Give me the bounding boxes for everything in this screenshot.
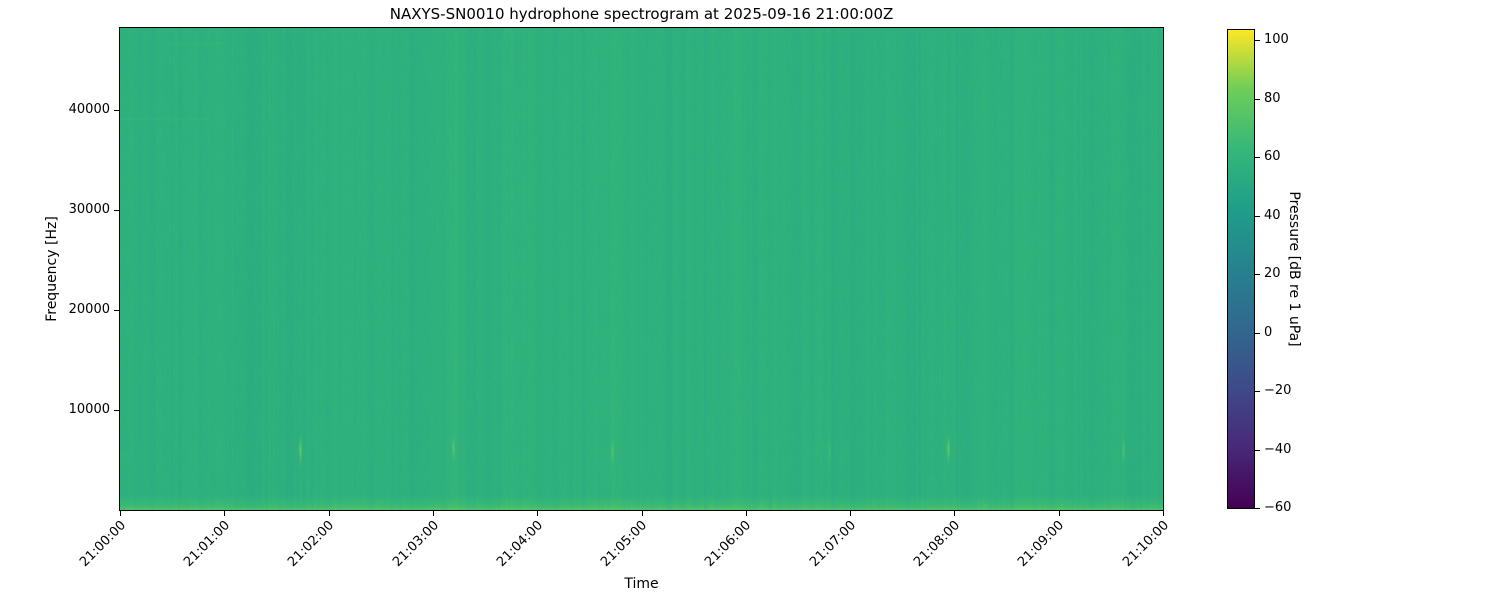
y-tick-mark <box>114 310 119 311</box>
colorbar-gradient <box>1228 30 1254 508</box>
x-tick-label-text: 21:09:00 <box>1015 518 1068 570</box>
x-tick-mark <box>1163 511 1164 516</box>
colorbar-tick-mark <box>1255 215 1260 217</box>
x-tick-label-text: 21:00:00 <box>76 518 129 570</box>
y-axis-label: Frequency [Hz] <box>44 216 60 322</box>
colorbar-tick-mark <box>1255 332 1260 334</box>
x-tick-label-text: 21:07:00 <box>806 518 859 570</box>
x-tick-mark <box>745 511 747 516</box>
colorbar-tick-mark <box>1255 508 1260 509</box>
x-axis-label: Time <box>624 576 659 592</box>
spectrogram-image <box>120 28 1163 510</box>
colorbar-label: Pressure [dB re 1 uPa] <box>1286 191 1302 347</box>
x-tick-mark <box>328 511 330 516</box>
x-tick-label-text: 21:06:00 <box>702 518 755 570</box>
colorbar-tick-mark <box>1255 449 1260 451</box>
colorbar-tick-mark <box>1255 391 1260 393</box>
x-tick-label-text: 21:05:00 <box>598 518 651 570</box>
y-tick-mark <box>114 210 119 211</box>
x-tick-mark <box>954 511 956 516</box>
x-tick-mark <box>641 511 643 516</box>
colorbar-tick-mark <box>1255 157 1260 159</box>
x-tick-label-text: 21:10:00 <box>1119 518 1172 570</box>
x-tick-mark <box>224 511 226 516</box>
x-tick-label-text: 21:02:00 <box>285 518 338 570</box>
x-tick-label-text: 21:01:00 <box>181 518 233 570</box>
y-tick-mark <box>114 410 119 411</box>
y-tick-mark <box>114 110 119 111</box>
x-tick-mark <box>850 511 852 516</box>
x-tick-label-text: 21:03:00 <box>389 518 442 570</box>
plot-area <box>119 27 1164 511</box>
colorbar-tick-mark <box>1255 98 1260 100</box>
x-tick-mark <box>1058 511 1060 516</box>
x-tick-label-text: 21:04:00 <box>493 518 546 570</box>
colorbar <box>1227 29 1255 509</box>
x-tick-mark <box>120 511 121 516</box>
x-tick-mark <box>432 511 434 516</box>
colorbar-tick-mark <box>1255 40 1260 42</box>
colorbar-tick-mark <box>1255 274 1260 276</box>
x-tick-mark <box>537 511 539 516</box>
chart-title: NAXYS-SN0010 hydrophone spectrogram at 2… <box>389 5 894 23</box>
x-tick-label-text: 21:08:00 <box>911 518 963 570</box>
